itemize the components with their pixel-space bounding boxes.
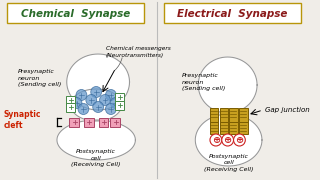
FancyBboxPatch shape: [229, 108, 238, 122]
Text: Postsynaptic
cell
(Receiving Cell): Postsynaptic cell (Receiving Cell): [204, 154, 253, 172]
Circle shape: [78, 103, 89, 114]
Circle shape: [106, 103, 116, 114]
Circle shape: [71, 98, 82, 109]
Text: Gap junction: Gap junction: [265, 107, 310, 113]
Text: Postsynaptic
cell
(Receiving Cell): Postsynaptic cell (Receiving Cell): [71, 149, 121, 167]
FancyBboxPatch shape: [99, 118, 108, 127]
FancyBboxPatch shape: [115, 100, 124, 109]
Text: Presynaptic
neuron
(Sending cell): Presynaptic neuron (Sending cell): [18, 69, 61, 87]
Circle shape: [234, 134, 245, 146]
Text: Presynaptic
neuron
(Sending cell): Presynaptic neuron (Sending cell): [181, 73, 225, 91]
FancyBboxPatch shape: [210, 108, 218, 122]
FancyBboxPatch shape: [110, 118, 120, 127]
FancyBboxPatch shape: [220, 108, 228, 122]
Circle shape: [93, 102, 104, 112]
Circle shape: [76, 89, 87, 100]
Text: ⊕: ⊕: [236, 135, 244, 145]
FancyBboxPatch shape: [239, 122, 248, 134]
Circle shape: [222, 134, 234, 146]
FancyBboxPatch shape: [7, 3, 144, 23]
FancyBboxPatch shape: [210, 122, 218, 134]
Polygon shape: [198, 57, 257, 113]
Polygon shape: [57, 120, 135, 160]
FancyBboxPatch shape: [66, 96, 75, 105]
Text: Chemical messengers
(Neurotransmitters): Chemical messengers (Neurotransmitters): [106, 46, 171, 58]
FancyBboxPatch shape: [229, 122, 238, 134]
Polygon shape: [67, 54, 130, 110]
Circle shape: [86, 94, 97, 105]
Circle shape: [100, 94, 110, 105]
Circle shape: [210, 134, 222, 146]
FancyBboxPatch shape: [84, 118, 94, 127]
Text: ⊕: ⊕: [224, 135, 232, 145]
FancyBboxPatch shape: [164, 3, 301, 23]
FancyBboxPatch shape: [66, 102, 75, 111]
Text: Synaptic
cleft: Synaptic cleft: [4, 110, 41, 130]
FancyBboxPatch shape: [239, 108, 248, 122]
Circle shape: [91, 87, 101, 98]
Text: ⊕: ⊕: [212, 135, 220, 145]
FancyBboxPatch shape: [220, 122, 228, 134]
Text: Electrical  Synapse: Electrical Synapse: [177, 9, 288, 19]
FancyBboxPatch shape: [69, 118, 79, 127]
Polygon shape: [195, 114, 262, 166]
Circle shape: [106, 89, 116, 100]
Text: Chemical  Synapse: Chemical Synapse: [21, 9, 130, 19]
Polygon shape: [71, 89, 122, 121]
FancyBboxPatch shape: [115, 93, 124, 102]
Circle shape: [110, 98, 121, 109]
